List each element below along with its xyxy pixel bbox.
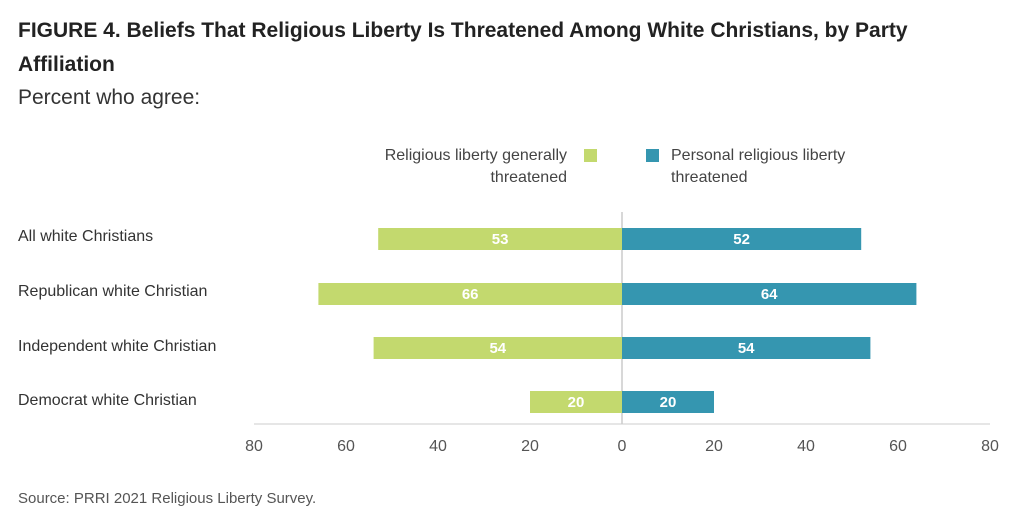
bar-general	[318, 283, 622, 305]
x-tick-label: 40	[429, 438, 447, 455]
legend-swatch-general	[584, 149, 597, 162]
bar-general	[530, 391, 622, 413]
data-label-personal: 64	[761, 286, 778, 303]
data-label-personal: 52	[733, 231, 750, 248]
category-label: Republican white Christian	[18, 283, 208, 300]
data-label-personal: 54	[738, 340, 755, 357]
x-tick-label: 60	[337, 438, 355, 455]
chart-title: FIGURE 4. Beliefs That Religious Liberty…	[18, 19, 908, 76]
bar-personal	[622, 283, 917, 305]
x-tick-label: 20	[705, 438, 723, 455]
x-tick-label: 20	[521, 438, 539, 455]
chart-subtitle: Percent who agree:	[18, 86, 201, 109]
bar-personal	[622, 228, 862, 250]
data-label-general: 54	[489, 340, 506, 357]
x-tick-label: 40	[797, 438, 815, 455]
category-label: All white Christians	[18, 228, 154, 245]
x-tick-label: 80	[981, 438, 999, 455]
x-tick-label: 60	[889, 438, 907, 455]
legend-swatch-personal	[646, 149, 659, 162]
x-tick-label: 80	[245, 438, 263, 455]
legend-label-personal: Personal religious liberty threatened	[671, 147, 846, 186]
bar-general	[373, 337, 622, 359]
data-label-general: 66	[462, 286, 479, 303]
legend-label-general: Religious liberty generally threatened	[384, 147, 567, 186]
x-tick-label: 0	[618, 438, 627, 455]
category-label: Independent white Christian	[18, 338, 217, 355]
data-label-personal: 20	[660, 394, 677, 411]
bar-general	[378, 228, 622, 250]
category-label: Democrat white Christian	[18, 392, 197, 409]
bar-personal	[622, 391, 714, 413]
data-label-general: 20	[568, 394, 585, 411]
source-note: Source: PRRI 2021 Religious Liberty Surv…	[18, 490, 317, 507]
data-label-general: 53	[492, 231, 509, 248]
bar-personal	[622, 337, 871, 359]
